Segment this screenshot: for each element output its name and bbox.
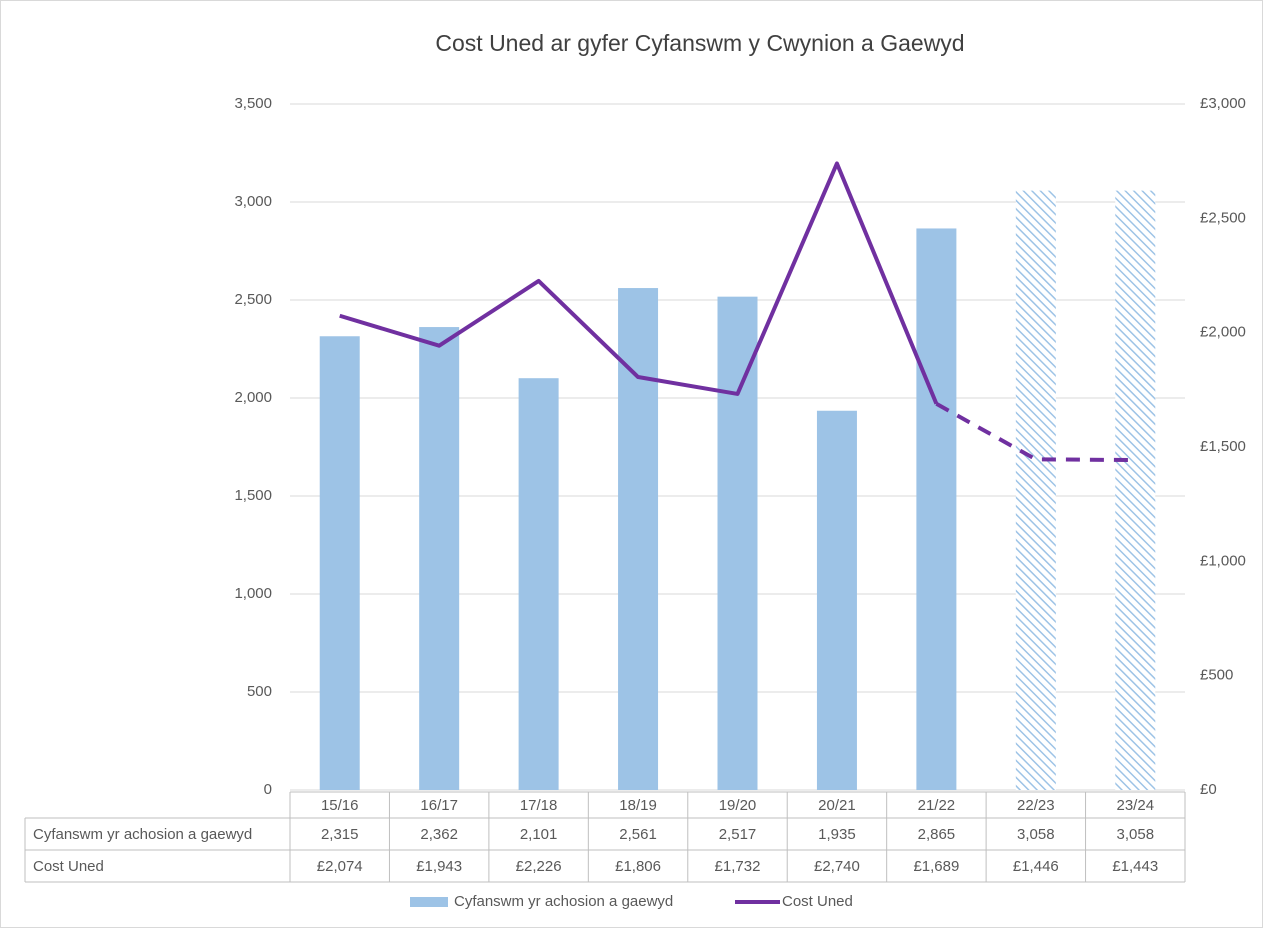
y-tick-label: 500 (247, 683, 272, 700)
y-tick-label: 2,500 (234, 291, 272, 308)
x-tick-label: 23/24 (1117, 797, 1155, 814)
data-label: 2,362 (420, 826, 458, 843)
y2-tick-label: £0 (1200, 781, 1217, 798)
y2-tick-label: £2,500 (1200, 209, 1246, 226)
table-row-header: Cyfanswm yr achosion a gaewyd (33, 826, 252, 843)
y2-tick-label: £2,000 (1200, 324, 1246, 341)
x-tick-label: 21/22 (918, 797, 956, 814)
y-tick-label: 1,000 (234, 585, 272, 602)
legend-label: Cost Uned (782, 893, 853, 910)
x-tick-label: 16/17 (420, 797, 458, 814)
data-label: £1,732 (715, 858, 761, 875)
data-label: 2,517 (719, 826, 757, 843)
data-label: £2,226 (516, 858, 562, 875)
y2-tick-label: £1,000 (1200, 552, 1246, 569)
data-label: 2,101 (520, 826, 558, 843)
data-label: £2,074 (317, 858, 363, 875)
line (339, 161, 939, 405)
data-label: 3,058 (1017, 826, 1055, 843)
x-tick-label: 20/21 (818, 797, 856, 814)
y2-tick-label: £500 (1200, 667, 1233, 684)
data-label: £1,443 (1112, 858, 1158, 875)
y-tick-label: 3,000 (234, 193, 272, 210)
bar (816, 410, 857, 790)
bar (717, 296, 758, 790)
data-label: 3,058 (1117, 826, 1155, 843)
projected-bar (1015, 190, 1056, 790)
bar (916, 228, 957, 790)
data-label: 2,561 (619, 826, 657, 843)
y-tick-label: 1,500 (234, 487, 272, 504)
data-label: £1,689 (913, 858, 959, 875)
data-label: 2,315 (321, 826, 359, 843)
bar (518, 378, 559, 790)
y2-tick-label: £1,500 (1200, 438, 1246, 455)
x-tick-label: 18/19 (619, 797, 657, 814)
data-label: £1,943 (416, 858, 462, 875)
y-tick-label: 3,500 (234, 95, 272, 112)
projected-line (935, 402, 1136, 463)
bar (618, 288, 659, 790)
legend-label: Cyfanswm yr achosion a gaewyd (454, 893, 673, 910)
chart-title: Cost Uned ar gyfer Cyfanswm y Cwynion a … (435, 30, 964, 56)
x-tick-label: 17/18 (520, 797, 558, 814)
y-tick-label: 0 (264, 781, 272, 798)
data-label: £2,740 (814, 858, 860, 875)
x-tick-label: 19/20 (719, 797, 757, 814)
legend-swatch (410, 897, 448, 907)
data-label: 2,865 (918, 826, 956, 843)
data-label: £1,806 (615, 858, 661, 875)
table-row-header: Cost Uned (33, 858, 104, 875)
data-label: £1,446 (1013, 858, 1059, 875)
y2-tick-label: £3,000 (1200, 95, 1246, 112)
projected-bar (1115, 190, 1156, 790)
bar (319, 336, 360, 790)
bar (419, 327, 460, 790)
y-tick-label: 2,000 (234, 389, 272, 406)
x-tick-label: 22/23 (1017, 797, 1055, 814)
data-label: 1,935 (818, 826, 856, 843)
x-tick-label: 15/16 (321, 797, 359, 814)
